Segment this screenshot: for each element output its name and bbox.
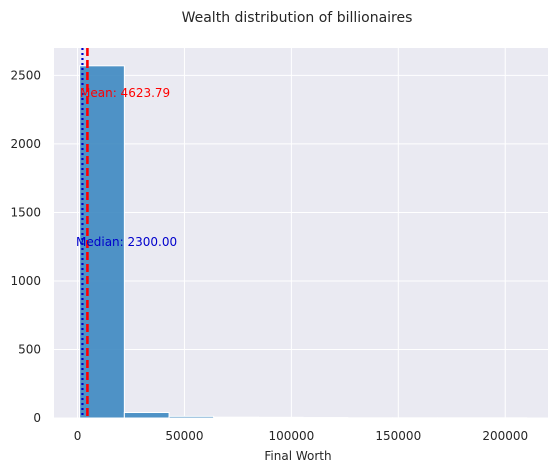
x-tick-label-2: 100000 — [268, 429, 314, 443]
mean-annotation: Mean: 4623.79 — [80, 86, 170, 100]
y-tick-label-5: 2500 — [10, 68, 41, 82]
median-annotation: Median: 2300.00 — [76, 235, 177, 249]
x-tick-label-1: 50000 — [165, 429, 203, 443]
x-ticks: 0 50000 100000 150000 200000 — [74, 429, 528, 443]
y-tick-label-2: 1000 — [10, 274, 41, 288]
y-ticks: 0 500 1000 1500 2000 2500 — [10, 68, 41, 425]
x-axis-label: Final Worth — [264, 449, 331, 463]
histogram-bar-3 — [213, 416, 259, 419]
x-tick-label-3: 150000 — [375, 429, 421, 443]
y-tick-label-4: 2000 — [10, 137, 41, 151]
chart-title: Wealth distribution of billionaires — [182, 10, 413, 26]
x-tick-label-0: 0 — [74, 429, 82, 443]
histogram-bar-4 — [257, 416, 304, 419]
y-tick-label-3: 1500 — [10, 205, 41, 219]
histogram-bar-1 — [123, 412, 170, 419]
histogram-bar-2 — [168, 415, 215, 419]
y-tick-label-0: 0 — [33, 411, 41, 425]
reference-lines — [81, 48, 89, 418]
x-tick-label-4: 200000 — [482, 429, 528, 443]
plot-background — [54, 48, 548, 418]
y-tick-label-1: 500 — [18, 342, 41, 356]
